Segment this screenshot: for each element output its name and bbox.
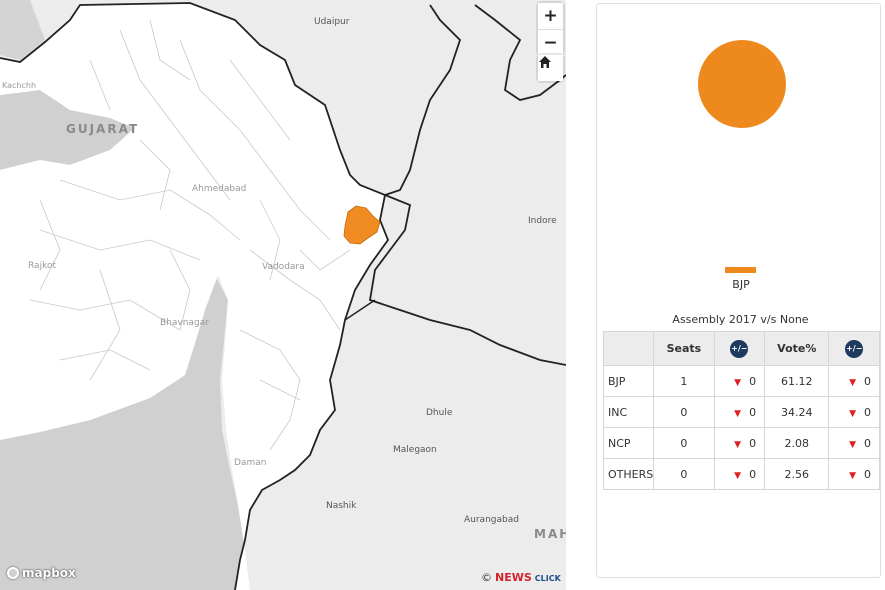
zoom-in-button[interactable]: +: [538, 3, 563, 29]
header-seats: Seats: [653, 331, 715, 366]
vote-change-value: 0: [864, 374, 871, 388]
zoom-out-button[interactable]: −: [538, 29, 563, 55]
down-triangle-icon: ▼: [849, 439, 856, 450]
zoom-controls: + −: [538, 3, 563, 55]
home-button[interactable]: [538, 55, 563, 81]
highlighted-constituency: [343, 205, 381, 245]
newsclick-news: NEWS: [495, 571, 532, 584]
party-name: NCP: [602, 427, 655, 459]
table-row: OTHERS 0 ▼ 0 2.56 ▼ 0: [602, 458, 880, 490]
results-panel: BJP Assembly 2017 v/s None Seats +/− Vot…: [596, 3, 881, 578]
vote-value: 34.24: [764, 396, 830, 428]
down-triangle-icon: ▼: [734, 439, 742, 450]
label-kachchh: Kachchh: [2, 81, 37, 90]
table-header-row: Seats +/− Vote% +/−: [602, 331, 880, 366]
map-view[interactable]: Udaipur Kachchh GUJARAT Ahmedabad Indore…: [0, 0, 566, 590]
table-row: INC 0 ▼ 0 34.24 ▼ 0: [602, 396, 880, 428]
seats-change-value: 0: [749, 436, 757, 450]
header-vote: Vote%: [764, 331, 830, 366]
change-icon: +/−: [730, 339, 749, 358]
results-table: Seats +/− Vote% +/− BJP 1 ▼ 0 61.12 ▼ 0 IN…: [602, 331, 880, 490]
label-daman: Daman: [234, 458, 267, 468]
seats-change-value: 0: [749, 467, 757, 481]
down-triangle-icon: ▼: [734, 408, 742, 419]
label-rajkot: Rajkot: [28, 261, 56, 271]
vote-change: ▼ 0: [828, 427, 880, 459]
down-triangle-icon: ▼: [849, 377, 856, 388]
vote-change: ▼ 0: [828, 458, 880, 490]
home-control: [538, 55, 563, 81]
label-udaipur: Udaipur: [314, 17, 350, 27]
table-row: BJP 1 ▼ 0 61.12 ▼ 0: [602, 365, 880, 397]
map-canvas: [0, 0, 566, 590]
seats-value: 0: [653, 396, 715, 428]
label-dhule: Dhule: [426, 408, 453, 418]
header-party: [602, 331, 655, 366]
home-icon: [539, 56, 551, 68]
seats-change: ▼ 0: [713, 396, 766, 428]
label-maharashtra: MAH: [534, 527, 566, 541]
label-indore: Indore: [528, 216, 557, 226]
newsclick-click: CLICK: [534, 574, 561, 583]
label-nashik: Nashik: [326, 501, 357, 511]
vote-value: 61.12: [764, 365, 830, 397]
label-malegaon: Malegaon: [393, 445, 437, 455]
vote-pie-chart: [698, 40, 786, 128]
party-name: BJP: [602, 365, 655, 397]
table-row: NCP 0 ▼ 0 2.08 ▼ 0: [602, 427, 880, 459]
label-bhavnagar: Bhavnagar: [160, 318, 209, 328]
label-ahmedabad: Ahmedabad: [192, 184, 247, 194]
header-seats-change[interactable]: +/−: [713, 331, 766, 366]
down-triangle-icon: ▼: [734, 377, 742, 388]
change-icon: +/−: [845, 339, 864, 358]
vote-value: 2.56: [764, 458, 830, 490]
vote-value: 2.08: [764, 427, 830, 459]
newsclick-logo[interactable]: © NEWS CLICK: [481, 571, 561, 584]
copyright-symbol: ©: [481, 571, 492, 584]
label-gujarat: GUJARAT: [66, 122, 140, 136]
seats-change-value: 0: [749, 374, 757, 388]
seats-value: 0: [653, 458, 715, 490]
down-triangle-icon: ▼: [734, 470, 742, 481]
table-title: Assembly 2017 v/s None: [672, 313, 809, 326]
seats-change: ▼ 0: [713, 365, 766, 397]
label-aurangabad: Aurangabad: [464, 515, 519, 525]
gujarat-region: [0, 3, 388, 590]
party-name: OTHERS: [602, 458, 655, 490]
seats-value: 0: [653, 427, 715, 459]
header-vote-change[interactable]: +/−: [828, 331, 880, 366]
seats-value: 1: [653, 365, 715, 397]
pie-slice-bjp[interactable]: [698, 40, 786, 128]
mapbox-icon: [7, 567, 19, 579]
legend: BJP: [725, 267, 757, 291]
seats-change: ▼ 0: [713, 427, 766, 459]
mapbox-logo[interactable]: mapbox: [7, 566, 76, 580]
label-vadodara: Vadodara: [262, 262, 305, 272]
legend-swatch-bjp: [725, 267, 756, 273]
vote-change-value: 0: [864, 436, 871, 450]
mapbox-text: mapbox: [22, 566, 76, 580]
down-triangle-icon: ▼: [849, 470, 856, 481]
vote-change: ▼ 0: [828, 396, 880, 428]
vote-change-value: 0: [864, 467, 871, 481]
down-triangle-icon: ▼: [849, 408, 856, 419]
party-name: INC: [602, 396, 655, 428]
vote-change-value: 0: [864, 405, 871, 419]
seats-change-value: 0: [749, 405, 757, 419]
seats-change: ▼ 0: [713, 458, 766, 490]
vote-change: ▼ 0: [828, 365, 880, 397]
legend-label-bjp: BJP: [732, 278, 750, 291]
